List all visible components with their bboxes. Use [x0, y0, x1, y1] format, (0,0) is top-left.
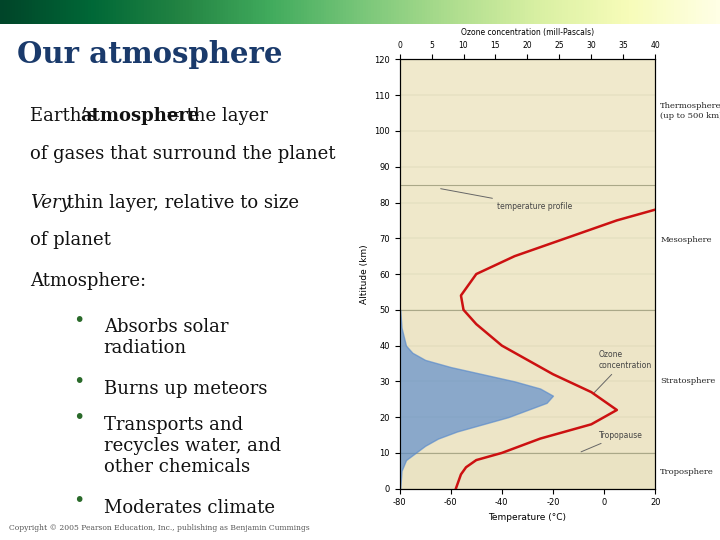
Text: Ozone
concentration: Ozone concentration — [593, 350, 652, 394]
Text: Moderates climate: Moderates climate — [104, 499, 275, 517]
X-axis label: Ozone concentration (mill-Pascals): Ozone concentration (mill-Pascals) — [461, 28, 594, 37]
Text: Copyright © 2005 Pearson Education, Inc., publishing as Benjamin Cummings: Copyright © 2005 Pearson Education, Inc.… — [9, 524, 310, 532]
Text: Burns up meteors: Burns up meteors — [104, 380, 267, 398]
Y-axis label: Altitude (km): Altitude (km) — [359, 244, 369, 304]
Bar — [400, 59, 655, 185]
Text: Our atmosphere: Our atmosphere — [17, 40, 283, 69]
Text: Earth’s: Earth’s — [30, 107, 102, 125]
Text: •: • — [73, 373, 85, 392]
Bar — [400, 453, 655, 489]
Text: Troposphere: Troposphere — [660, 468, 714, 476]
Text: Thermosphere
(up to 500 km): Thermosphere (up to 500 km) — [660, 102, 720, 119]
Text: thin layer, relative to size: thin layer, relative to size — [61, 194, 300, 212]
Text: Absorbs solar
radiation: Absorbs solar radiation — [104, 318, 228, 357]
Text: •: • — [73, 408, 85, 428]
Bar — [400, 310, 655, 453]
Text: = the layer: = the layer — [160, 107, 268, 125]
Text: of planet: of planet — [30, 231, 111, 248]
Text: •: • — [73, 310, 85, 329]
Text: Tropopause: Tropopause — [581, 430, 643, 452]
Text: Atmosphere:: Atmosphere: — [30, 272, 146, 290]
X-axis label: Temperature (°C): Temperature (°C) — [488, 513, 567, 522]
Text: Very: Very — [30, 194, 71, 212]
Text: temperature profile: temperature profile — [441, 188, 572, 211]
Bar — [400, 185, 655, 310]
Text: •: • — [73, 491, 85, 510]
Text: Transports and
recycles water, and
other chemicals: Transports and recycles water, and other… — [104, 416, 281, 476]
Text: Stratosphere: Stratosphere — [660, 377, 716, 386]
Text: Mesosphere: Mesosphere — [660, 235, 712, 244]
Text: atmosphere: atmosphere — [80, 107, 199, 125]
Text: of gases that surround the planet: of gases that surround the planet — [30, 145, 336, 164]
